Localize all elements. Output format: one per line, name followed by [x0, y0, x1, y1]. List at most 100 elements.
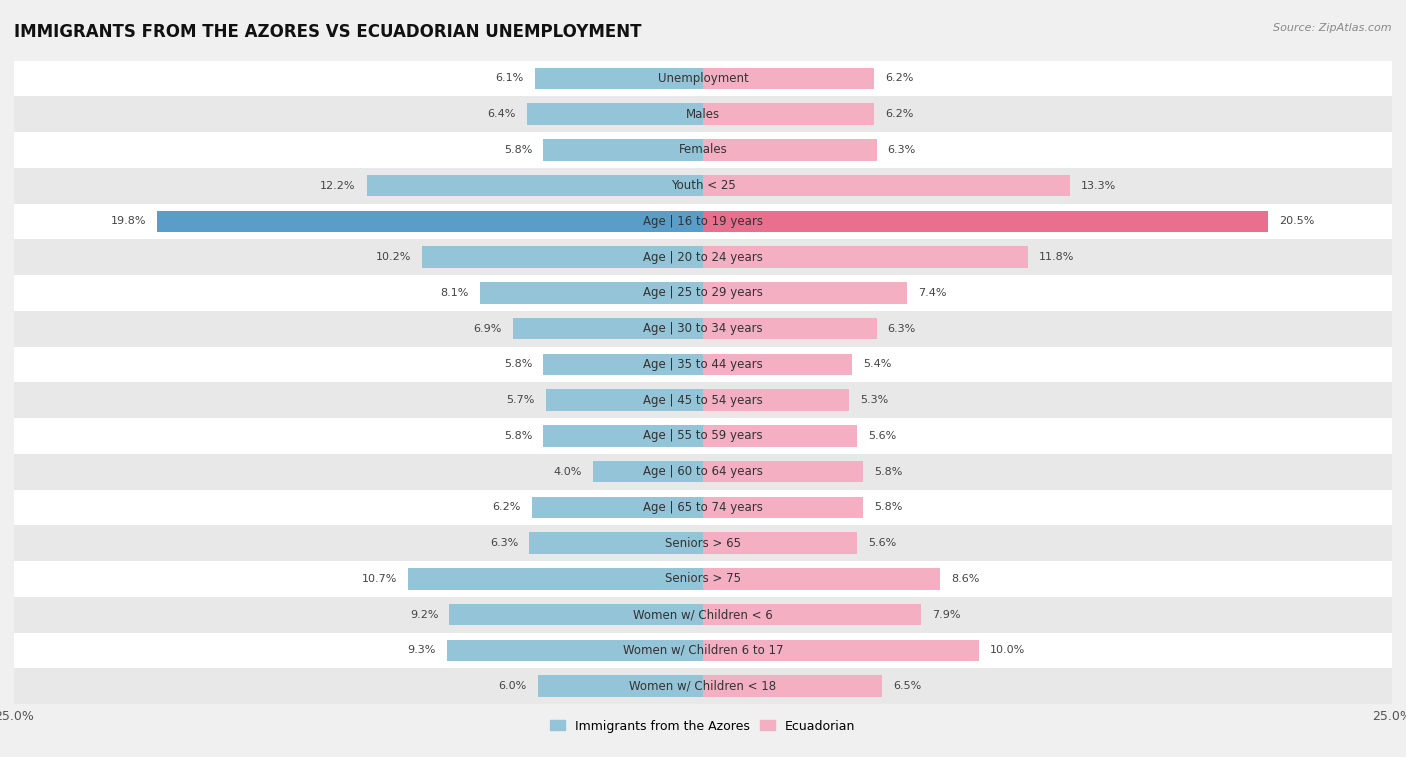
Text: 9.3%: 9.3%: [408, 646, 436, 656]
Bar: [703, 389, 849, 411]
Bar: [14, 239, 1392, 275]
Bar: [543, 425, 703, 447]
Bar: [703, 354, 852, 375]
Bar: [703, 425, 858, 447]
Text: 10.0%: 10.0%: [990, 646, 1025, 656]
Text: 5.6%: 5.6%: [869, 538, 897, 548]
Bar: [546, 389, 703, 411]
Text: 5.7%: 5.7%: [506, 395, 534, 405]
Text: 6.3%: 6.3%: [887, 324, 915, 334]
Bar: [14, 418, 1392, 453]
Bar: [703, 640, 979, 661]
Text: Youth < 25: Youth < 25: [671, 179, 735, 192]
Bar: [14, 132, 1392, 168]
Bar: [422, 247, 703, 268]
Text: 9.2%: 9.2%: [411, 609, 439, 620]
Bar: [14, 168, 1392, 204]
Text: Women w/ Children < 6: Women w/ Children < 6: [633, 608, 773, 621]
Bar: [531, 497, 703, 518]
Text: 5.4%: 5.4%: [863, 360, 891, 369]
Text: Females: Females: [679, 143, 727, 157]
Text: Women w/ Children < 18: Women w/ Children < 18: [630, 680, 776, 693]
Text: 8.6%: 8.6%: [950, 574, 980, 584]
Bar: [703, 247, 1028, 268]
Text: Age | 16 to 19 years: Age | 16 to 19 years: [643, 215, 763, 228]
Bar: [14, 347, 1392, 382]
Text: 13.3%: 13.3%: [1081, 181, 1116, 191]
Bar: [14, 61, 1392, 96]
Text: 10.2%: 10.2%: [375, 252, 411, 262]
Text: 6.0%: 6.0%: [498, 681, 527, 691]
Text: Unemployment: Unemployment: [658, 72, 748, 85]
Text: Seniors > 75: Seniors > 75: [665, 572, 741, 585]
Text: 5.8%: 5.8%: [503, 145, 531, 155]
Text: Age | 45 to 54 years: Age | 45 to 54 years: [643, 394, 763, 407]
Text: Males: Males: [686, 107, 720, 120]
Text: Age | 25 to 29 years: Age | 25 to 29 years: [643, 286, 763, 300]
Bar: [14, 453, 1392, 490]
Bar: [703, 139, 876, 160]
Bar: [14, 275, 1392, 311]
Text: 6.3%: 6.3%: [887, 145, 915, 155]
Bar: [703, 604, 921, 625]
Bar: [527, 104, 703, 125]
Bar: [367, 175, 703, 196]
Text: 5.6%: 5.6%: [869, 431, 897, 441]
Text: 8.1%: 8.1%: [440, 288, 468, 298]
Bar: [703, 67, 875, 89]
Text: 7.4%: 7.4%: [918, 288, 946, 298]
Text: 5.8%: 5.8%: [875, 503, 903, 512]
Text: 6.2%: 6.2%: [884, 73, 914, 83]
Text: 6.1%: 6.1%: [496, 73, 524, 83]
Bar: [513, 318, 703, 339]
Bar: [14, 204, 1392, 239]
Bar: [14, 525, 1392, 561]
Bar: [479, 282, 703, 304]
Bar: [408, 569, 703, 590]
Bar: [703, 675, 882, 697]
Text: 4.0%: 4.0%: [554, 466, 582, 477]
Bar: [157, 210, 703, 232]
Text: 11.8%: 11.8%: [1039, 252, 1074, 262]
Bar: [14, 311, 1392, 347]
Bar: [450, 604, 703, 625]
Text: Women w/ Children 6 to 17: Women w/ Children 6 to 17: [623, 644, 783, 657]
Text: 6.5%: 6.5%: [893, 681, 921, 691]
Bar: [703, 210, 1268, 232]
Bar: [14, 597, 1392, 633]
Text: 7.9%: 7.9%: [932, 609, 960, 620]
Text: 12.2%: 12.2%: [321, 181, 356, 191]
Bar: [703, 318, 876, 339]
Text: 6.2%: 6.2%: [884, 109, 914, 119]
Bar: [14, 633, 1392, 668]
Bar: [14, 490, 1392, 525]
Bar: [703, 461, 863, 482]
Text: 5.8%: 5.8%: [875, 466, 903, 477]
Text: 6.3%: 6.3%: [491, 538, 519, 548]
Text: Age | 60 to 64 years: Age | 60 to 64 years: [643, 465, 763, 478]
Text: 5.8%: 5.8%: [503, 360, 531, 369]
Bar: [703, 532, 858, 554]
Bar: [703, 175, 1070, 196]
Text: 19.8%: 19.8%: [111, 217, 146, 226]
Text: IMMIGRANTS FROM THE AZORES VS ECUADORIAN UNEMPLOYMENT: IMMIGRANTS FROM THE AZORES VS ECUADORIAN…: [14, 23, 641, 41]
Text: Age | 20 to 24 years: Age | 20 to 24 years: [643, 251, 763, 263]
Bar: [703, 569, 941, 590]
Text: 10.7%: 10.7%: [361, 574, 396, 584]
Text: Seniors > 65: Seniors > 65: [665, 537, 741, 550]
Text: 5.8%: 5.8%: [503, 431, 531, 441]
Legend: Immigrants from the Azores, Ecuadorian: Immigrants from the Azores, Ecuadorian: [547, 716, 859, 737]
Bar: [703, 282, 907, 304]
Bar: [447, 640, 703, 661]
Text: Age | 30 to 34 years: Age | 30 to 34 years: [643, 322, 763, 335]
Bar: [703, 104, 875, 125]
Bar: [543, 139, 703, 160]
Text: 6.2%: 6.2%: [492, 503, 522, 512]
Bar: [14, 96, 1392, 132]
Bar: [703, 497, 863, 518]
Bar: [543, 354, 703, 375]
Text: 20.5%: 20.5%: [1279, 217, 1315, 226]
Bar: [14, 668, 1392, 704]
Bar: [14, 382, 1392, 418]
Text: 6.9%: 6.9%: [474, 324, 502, 334]
